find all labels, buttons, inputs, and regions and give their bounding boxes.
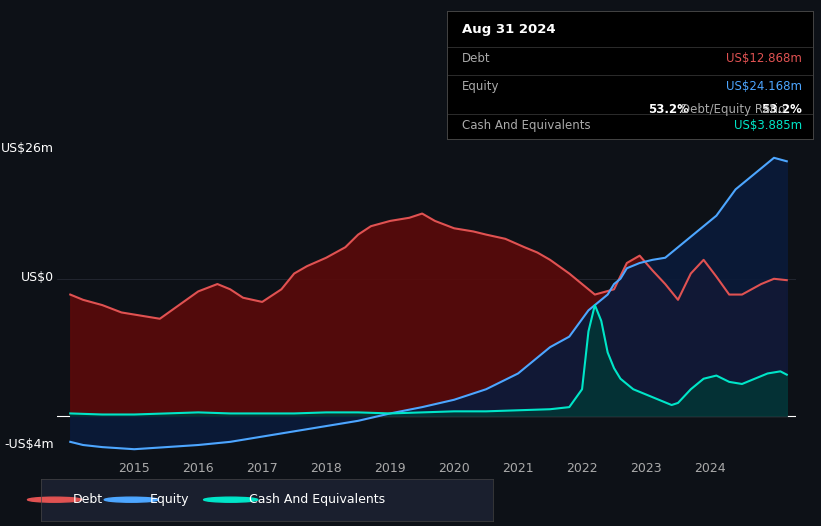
Text: -US$4m: -US$4m: [4, 438, 54, 451]
Circle shape: [28, 497, 82, 502]
Circle shape: [104, 497, 158, 502]
Text: US$26m: US$26m: [1, 142, 54, 155]
Text: Debt: Debt: [462, 52, 491, 65]
Text: Cash And Equivalents: Cash And Equivalents: [462, 119, 590, 132]
Text: US$12.868m: US$12.868m: [726, 52, 802, 65]
Text: Debt/Equity Ratio: Debt/Equity Ratio: [681, 103, 786, 116]
Text: Equity: Equity: [462, 80, 499, 93]
Text: Equity: Equity: [149, 493, 189, 506]
Text: Debt: Debt: [73, 493, 103, 506]
Text: Cash And Equivalents: Cash And Equivalents: [249, 493, 385, 506]
Text: 53.2%: 53.2%: [761, 103, 802, 116]
Text: Aug 31 2024: Aug 31 2024: [462, 23, 556, 36]
Text: US$0: US$0: [21, 271, 54, 284]
Circle shape: [204, 497, 258, 502]
Text: US$3.885m: US$3.885m: [734, 119, 802, 132]
Text: 53.2%: 53.2%: [649, 103, 690, 116]
Text: US$24.168m: US$24.168m: [726, 80, 802, 93]
